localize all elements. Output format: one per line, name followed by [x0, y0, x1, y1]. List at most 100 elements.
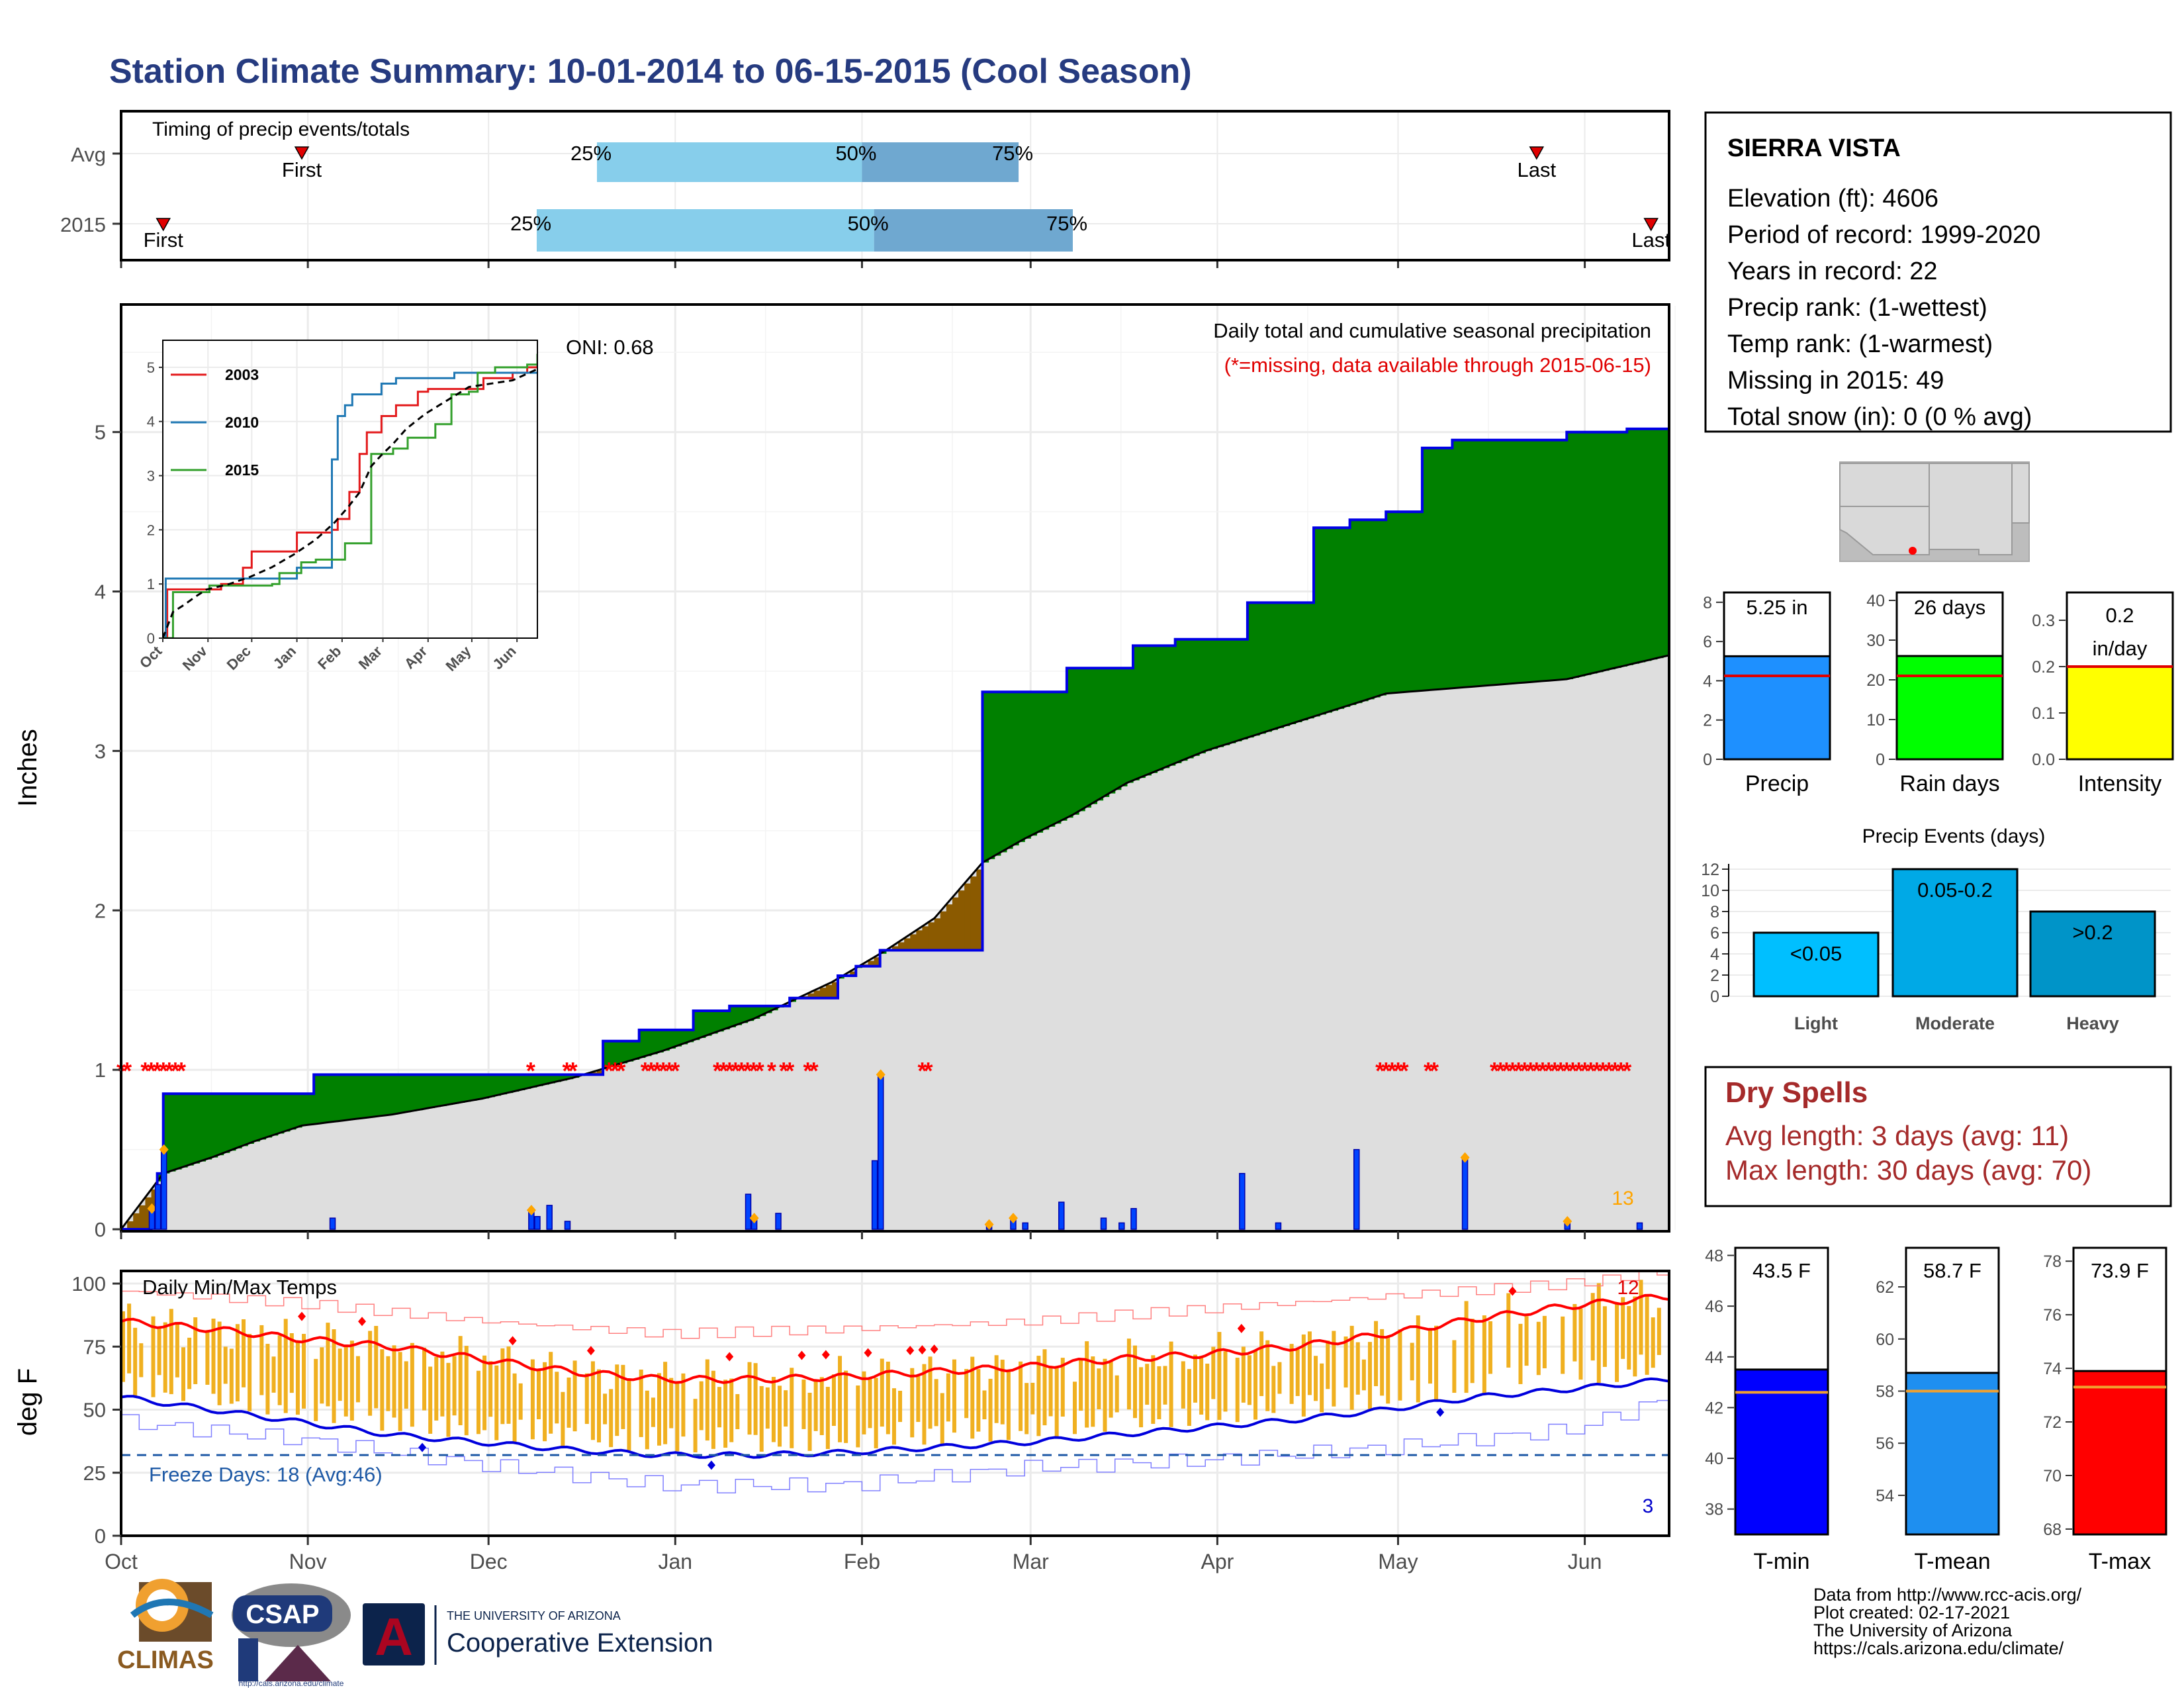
temp-bar-ytick-label: 40	[1705, 1450, 1723, 1468]
daily-temp-bar	[169, 1309, 173, 1395]
inset-legend-label: 2003	[225, 366, 259, 383]
daily-precip-bar	[1636, 1222, 1643, 1230]
precip-surplus-area	[1621, 432, 1627, 667]
temp-summary-bars: 38 40 42 44 46 48 43.5 F T-min 54 56 58 60 62 58.7 F T…	[1705, 1246, 2167, 1574]
daily-temp-bar	[1235, 1358, 1240, 1423]
daily-temp-bar	[778, 1385, 782, 1447]
daily-temp-bar	[302, 1334, 306, 1409]
timing-bar-q25-q50	[596, 142, 862, 182]
daily-temp-bar	[1301, 1334, 1306, 1417]
summary-ytick-label: 2	[1703, 712, 1712, 730]
precip-surplus-area	[500, 1074, 508, 1095]
precip-surplus-area	[603, 1041, 610, 1069]
precip-surplus-area	[428, 1074, 435, 1108]
daily-temp-bar	[1042, 1349, 1047, 1426]
record-precip-marker	[1008, 1213, 1018, 1224]
events-ytick-label: 2	[1710, 966, 1719, 985]
missing-day-marker: *	[653, 1057, 662, 1084]
daily-temp-bar	[1126, 1338, 1131, 1410]
daily-temp-bar	[422, 1347, 427, 1411]
inset-avg-line	[163, 368, 537, 638]
temp-bar-ytick-label: 56	[1876, 1434, 1894, 1453]
timing-q75-label: 75%	[992, 142, 1033, 165]
daily-temp-bar	[277, 1335, 282, 1405]
temp-bar-label: T-max	[2089, 1549, 2151, 1574]
daily-temp-bar	[482, 1355, 487, 1430]
daily-temp-bar	[1374, 1321, 1379, 1387]
daily-temp-bar	[639, 1369, 643, 1437]
precip-surplus-area	[1326, 528, 1332, 713]
station-info-line: Years in record: 22	[1727, 258, 1938, 285]
ua-unit: Cooperative Extension	[447, 1628, 713, 1658]
temp-bar-ytick-label: 76	[2043, 1306, 2062, 1325]
precip-surplus-area	[1145, 645, 1152, 776]
record-precip-marker	[159, 1144, 169, 1155]
last-event-label: Last	[1517, 158, 1556, 181]
inset-ytick-label: 5	[147, 359, 155, 376]
precip-deficit-area	[807, 993, 815, 998]
daily-temp-bar	[205, 1330, 210, 1385]
precip-deficit-area	[970, 876, 977, 951]
precip-surplus-area	[1241, 639, 1248, 740]
daily-temp-bar	[651, 1397, 655, 1427]
daily-temp-bar	[747, 1362, 752, 1435]
precip-surplus-area	[494, 1074, 501, 1096]
daily-temp-bar	[133, 1327, 138, 1397]
daily-temp-bar	[1036, 1356, 1041, 1436]
daily-temp-bar	[880, 1358, 884, 1427]
summary-ytick-label: 20	[1866, 671, 1885, 690]
daily-temp-bar	[874, 1378, 878, 1448]
daily-temp-bar	[838, 1356, 842, 1442]
daily-temp-bar	[1295, 1349, 1300, 1396]
dry-spells-title: Dry Spells	[1725, 1076, 1868, 1109]
station-info-line: Missing in 2015: 49	[1727, 367, 1944, 395]
daily-temp-bar	[928, 1356, 933, 1429]
daily-temp-bar	[289, 1333, 294, 1393]
daily-temp-bar	[1367, 1342, 1372, 1409]
precip-surplus-area	[723, 1011, 730, 1030]
precip-surplus-area	[735, 1006, 743, 1025]
daily-temp-bar	[1561, 1316, 1565, 1374]
precip-surplus-area	[1259, 602, 1266, 734]
precip-deficit-area	[898, 942, 905, 951]
daily-temp-bar	[1596, 1283, 1601, 1383]
precip-surplus-area	[1193, 639, 1200, 756]
precip-surplus-area	[1163, 645, 1170, 769]
precip-surplus-area	[1211, 639, 1218, 749]
daily-temp-bar	[717, 1387, 722, 1428]
summary-ytick-label: 0.2	[2032, 658, 2055, 677]
daily-temp-bar	[729, 1378, 734, 1442]
summary-bar-label: Precip	[1745, 771, 1809, 796]
precip-surplus-area	[374, 1074, 381, 1117]
precip-surplus-area	[1072, 668, 1079, 815]
temp-bar-ytick-label: 74	[2043, 1360, 2062, 1378]
precip-deficit-area	[868, 961, 875, 966]
daily-temp-bar	[1048, 1366, 1053, 1417]
temp-bar-ytick-label: 78	[2043, 1252, 2062, 1271]
precip-surplus-area	[1060, 692, 1068, 821]
daily-temp-bar	[295, 1342, 300, 1415]
precip-surplus-area	[1019, 692, 1025, 843]
temp-bar-ytick-label: 62	[1876, 1278, 1894, 1297]
daily-temp-bar	[934, 1379, 938, 1427]
missing-day-marker: *	[755, 1057, 764, 1084]
precip-surplus-area	[567, 1074, 574, 1080]
daily-temp-bar	[1019, 1361, 1023, 1431]
daily-temp-bar	[1578, 1308, 1583, 1380]
daily-temp-bar	[844, 1370, 848, 1443]
precip-deficit-area	[928, 922, 935, 951]
precip-surplus-area	[675, 1029, 682, 1047]
daily-temp-bar	[446, 1362, 451, 1437]
inset-ytick-label: 2	[147, 522, 155, 538]
credit-line: The University of Arizona	[1813, 1620, 2013, 1640]
daily-temp-bar	[1097, 1368, 1101, 1409]
missing-day-marker: *	[526, 1057, 535, 1084]
summary-ytick-label: 6	[1703, 633, 1712, 651]
daily-temp-bar	[964, 1369, 969, 1419]
precip-surplus-area	[1271, 602, 1279, 730]
daily-temp-bar	[1193, 1354, 1198, 1403]
precip-surplus-area	[404, 1074, 411, 1113]
precip-legend-title: Daily total and cumulative seasonal prec…	[1213, 319, 1651, 342]
daily-temp-bar	[1060, 1358, 1065, 1417]
last-event-label: Last	[1631, 228, 1670, 252]
